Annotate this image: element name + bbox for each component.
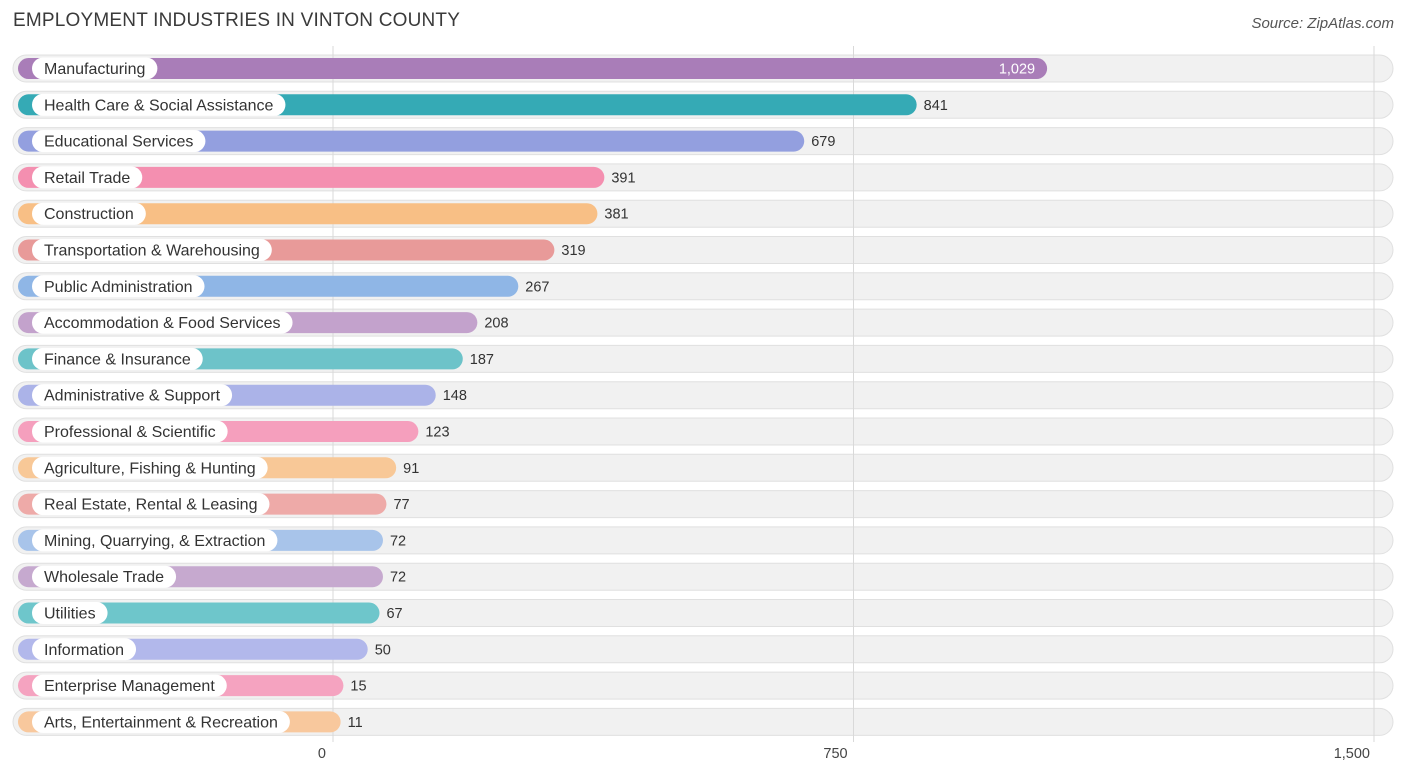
category-label: Agriculture, Fishing & Hunting	[44, 460, 256, 477]
category-label: Public Administration	[44, 279, 193, 296]
bar[interactable]	[18, 166, 605, 188]
category-label-pill	[32, 602, 108, 624]
category-label-pill	[32, 674, 227, 697]
bar[interactable]	[18, 602, 380, 624]
category-label: Accommodation & Food Services	[44, 315, 281, 332]
category-label-pill	[32, 202, 146, 225]
category-label: Transportation & Warehousing	[44, 243, 260, 260]
row-track	[12, 671, 1394, 700]
tick-label: 0	[318, 746, 326, 762]
category-label: Enterprise Management	[44, 678, 215, 695]
value-label: 391	[611, 170, 635, 186]
category-label-pill	[32, 275, 205, 298]
category-label-pill	[32, 347, 203, 370]
category-label: Educational Services	[44, 134, 193, 151]
category-label-pill	[32, 57, 158, 80]
category-label: Manufacturing	[44, 61, 145, 78]
tick-label: 750	[823, 746, 847, 762]
value-label: 77	[393, 497, 409, 513]
bar[interactable]	[18, 130, 805, 152]
category-label-pill	[32, 638, 137, 661]
value-label: 841	[924, 98, 948, 114]
category-label-pill	[32, 166, 143, 189]
value-label: 187	[470, 352, 494, 368]
category-label-pill	[32, 130, 206, 153]
category-label-pill	[32, 529, 278, 552]
category-label-pill	[32, 239, 272, 261]
row-track	[12, 707, 1394, 736]
tick-label: 1,500	[1334, 746, 1370, 762]
value-label: 123	[425, 425, 449, 441]
category-label: Health Care & Social Assistance	[44, 97, 274, 114]
value-label: 1,029	[999, 62, 1035, 78]
value-label: 15	[350, 679, 366, 695]
category-label: Construction	[44, 206, 134, 223]
category-label: Utilities	[44, 606, 96, 623]
value-label: 91	[403, 461, 419, 477]
bar[interactable]	[18, 203, 598, 225]
category-label: Finance & Insurance	[44, 351, 191, 368]
category-label: Professional & Scientific	[44, 424, 216, 441]
bar[interactable]	[18, 58, 1048, 79]
category-label-pill	[32, 710, 290, 733]
category-label: Wholesale Trade	[44, 569, 164, 586]
category-label: Administrative & Support	[44, 388, 221, 405]
value-label: 72	[390, 570, 406, 586]
chart-title: EMPLOYMENT INDUSTRIES IN VINTON COUNTY	[13, 10, 461, 31]
category-label-pill	[32, 384, 233, 407]
value-label: 50	[375, 642, 391, 658]
category-label: Real Estate, Rental & Leasing	[44, 497, 257, 514]
category-label-pill	[32, 93, 286, 116]
value-label: 67	[386, 606, 402, 622]
category-label: Arts, Entertainment & Recreation	[44, 714, 278, 731]
value-label: 72	[390, 533, 406, 549]
category-label-pill	[32, 311, 293, 334]
chart-ticks: 0 750 1,500	[318, 746, 1370, 762]
value-label: 381	[604, 207, 628, 223]
chart-bars: Manufacturing 1,029 Health Care & Social A…	[18, 57, 1048, 733]
category-label-pill	[32, 456, 268, 479]
value-label: 267	[525, 279, 549, 295]
category-label: Mining, Quarrying, & Extraction	[44, 533, 265, 550]
category-label: Retail Trade	[44, 170, 130, 187]
value-label: 319	[561, 243, 585, 259]
value-label: 679	[811, 134, 835, 150]
value-label: 11	[348, 715, 363, 731]
source-label: Source: ZipAtlas.com	[1251, 15, 1394, 32]
value-label: 208	[484, 316, 508, 332]
category-label-pill	[32, 420, 228, 443]
category-label-pill	[32, 565, 177, 588]
category-label: Information	[44, 642, 124, 659]
value-label: 148	[443, 388, 467, 404]
category-label-pill	[32, 493, 270, 516]
